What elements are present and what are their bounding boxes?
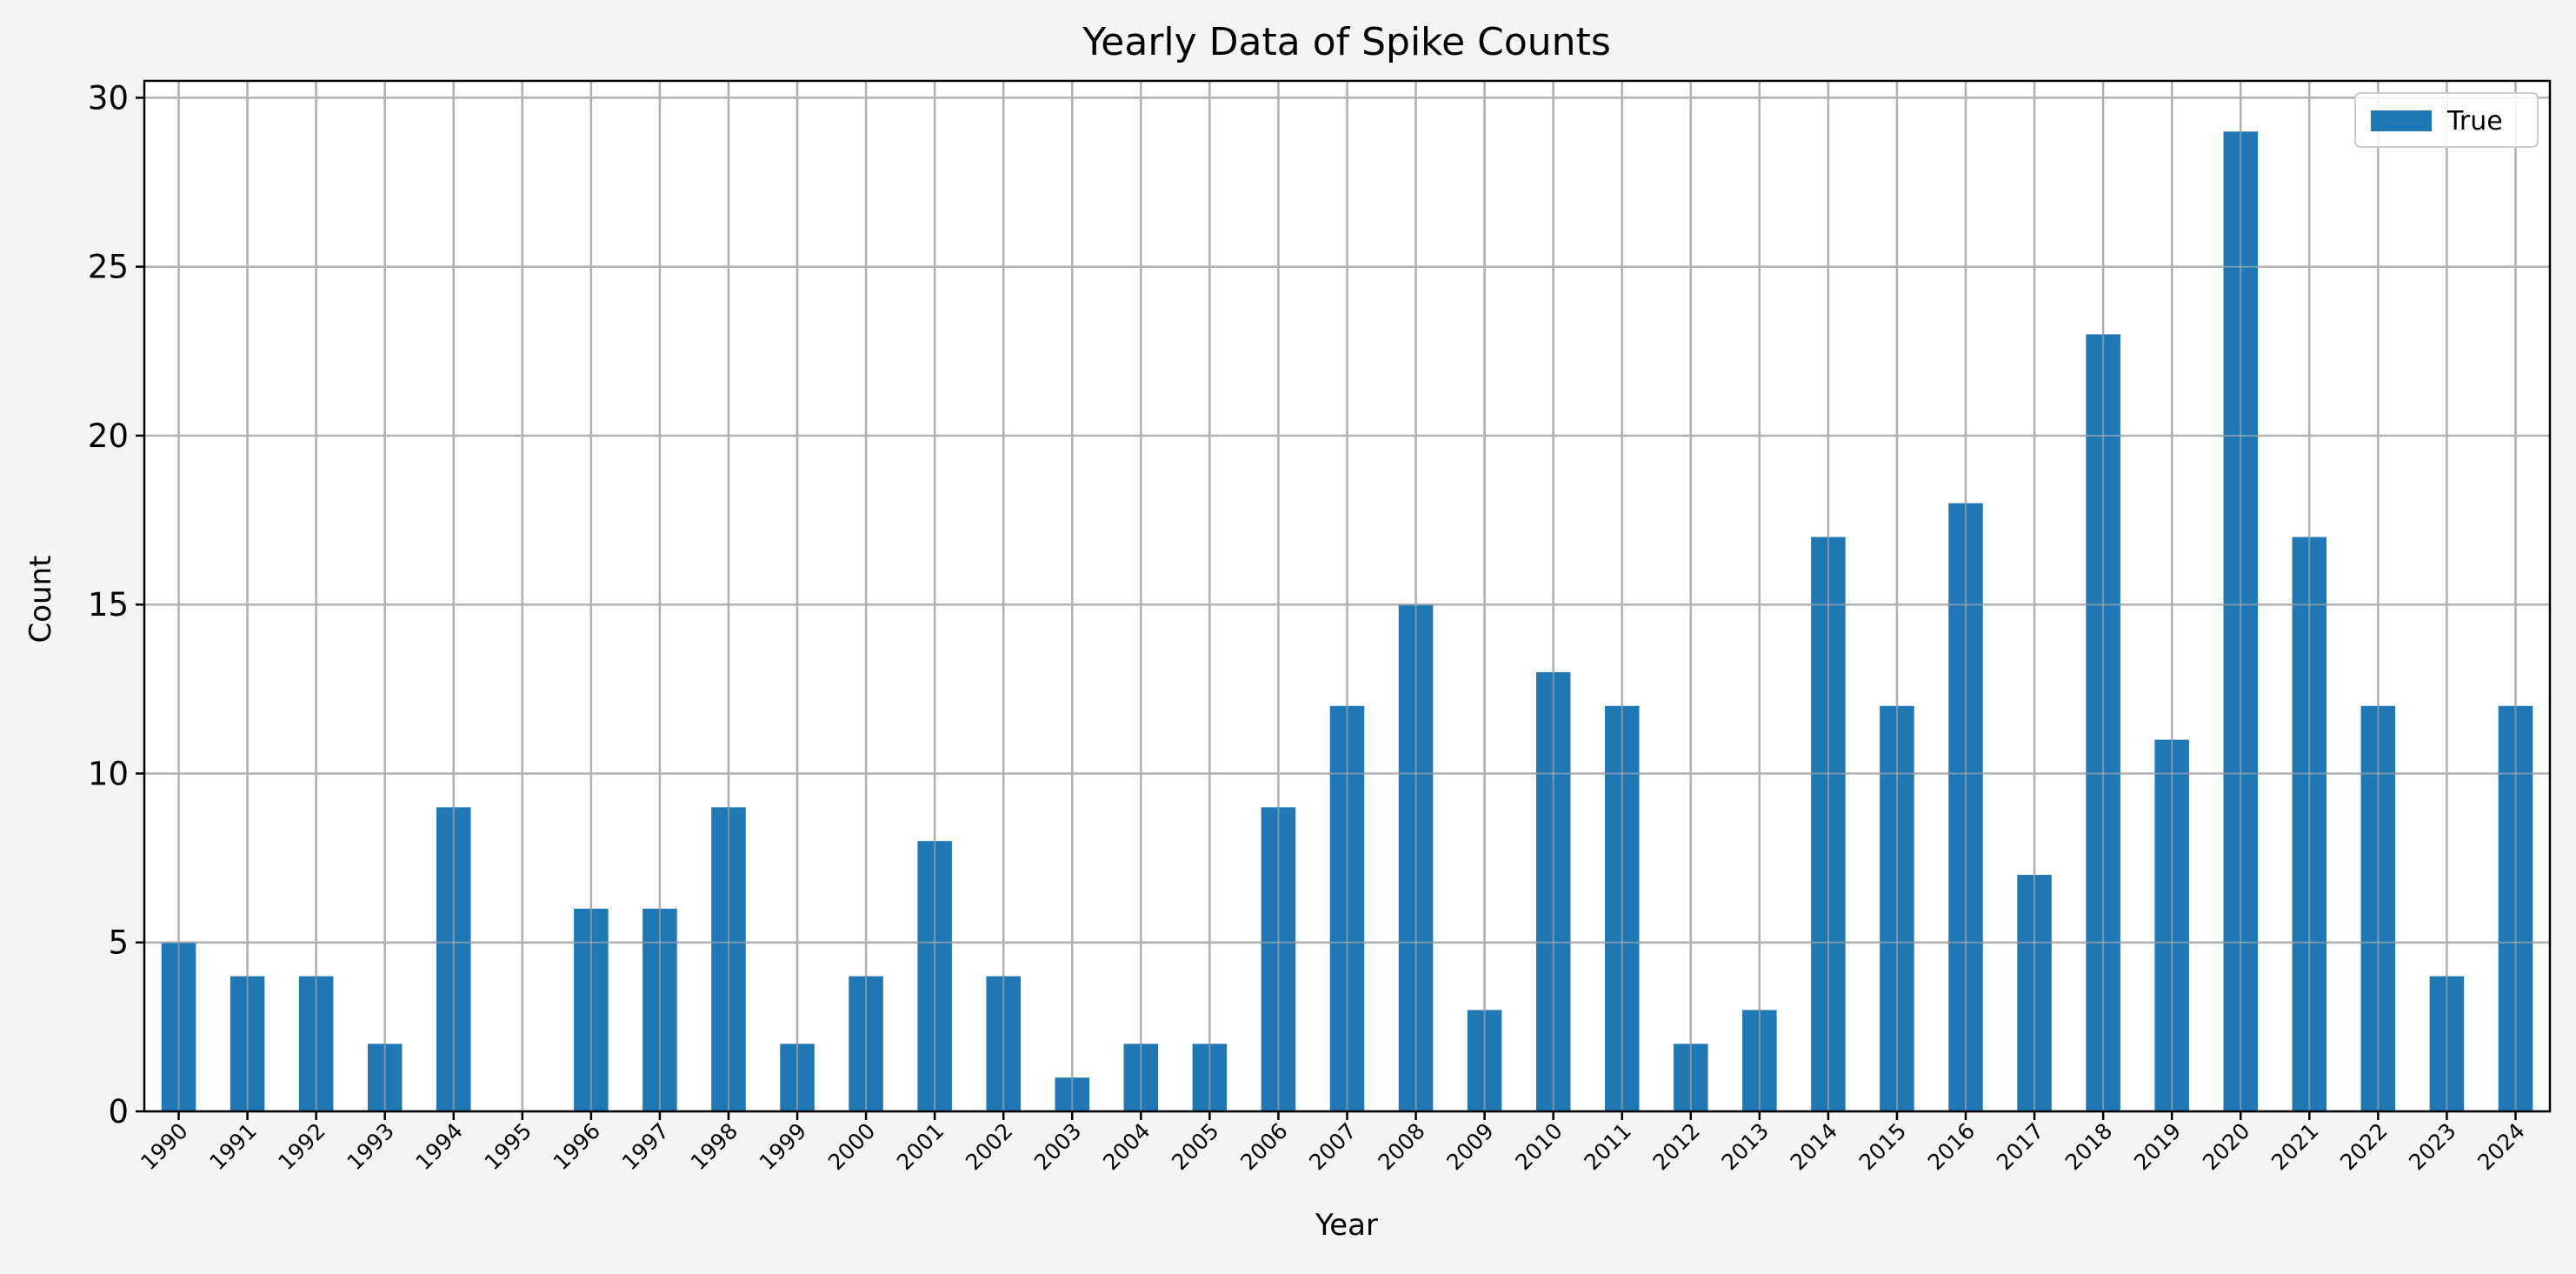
x-tick-label: 2024 — [2473, 1118, 2529, 1175]
x-tick-label: 2017 — [1992, 1118, 2048, 1175]
y-tick-label: 0 — [108, 1093, 129, 1131]
x-tick-label: 2000 — [823, 1118, 880, 1175]
x-tick-label: 1998 — [686, 1118, 742, 1175]
legend-box — [2354, 92, 2539, 148]
x-tick-label: 2021 — [2266, 1118, 2323, 1175]
x-tick-label: 2012 — [1648, 1118, 1705, 1175]
x-tick-label: 1994 — [411, 1118, 468, 1175]
y-tick-label: 20 — [88, 417, 129, 455]
x-tick-label: 2020 — [2198, 1118, 2254, 1175]
y-tick-label: 5 — [108, 924, 129, 962]
x-tick-label: 2011 — [1579, 1118, 1635, 1175]
x-tick-label: 2015 — [1854, 1118, 1911, 1175]
x-tick-label: 2002 — [961, 1118, 1017, 1175]
x-tick-label: 2018 — [2060, 1118, 2117, 1175]
x-tick-label: 1997 — [617, 1118, 674, 1175]
x-tick-label: 2023 — [2404, 1118, 2460, 1175]
x-tick-label: 2009 — [1441, 1118, 1498, 1175]
legend-swatch — [2371, 110, 2432, 131]
x-axis-label: Year — [1315, 1208, 1378, 1243]
x-tick-label: 1999 — [755, 1118, 811, 1175]
x-tick-label: 2007 — [1304, 1118, 1361, 1175]
x-tick-label: 2003 — [1029, 1118, 1086, 1175]
x-tick-label: 2022 — [2335, 1118, 2392, 1175]
x-tick-label: 2005 — [1167, 1118, 1223, 1175]
x-tick-label: 1996 — [549, 1118, 605, 1175]
x-tick-label: 2006 — [1235, 1118, 1292, 1175]
legend-label: True — [2446, 106, 2503, 137]
x-tick-label: 1995 — [480, 1118, 536, 1175]
chart-title: Yearly Data of Spike Counts — [1082, 20, 1611, 64]
y-tick-label: 10 — [88, 755, 129, 792]
y-tick-label: 30 — [88, 79, 129, 117]
x-tick-label: 2016 — [1923, 1118, 1980, 1175]
x-tick-label: 2004 — [1098, 1118, 1155, 1175]
x-tick-label: 2001 — [892, 1118, 949, 1175]
x-tick-label: 2014 — [1786, 1118, 1842, 1175]
y-tick-label: 15 — [88, 586, 129, 624]
x-tick-label: 2008 — [1373, 1118, 1429, 1175]
x-tick-label: 2010 — [1510, 1118, 1567, 1175]
x-tick-label: 1992 — [273, 1118, 329, 1175]
x-tick-label: 1991 — [204, 1118, 261, 1175]
y-axis-label: Count — [23, 556, 58, 644]
y-tick-label: 25 — [88, 249, 129, 286]
x-tick-label: 2019 — [2129, 1118, 2186, 1175]
x-tick-label: 2013 — [1717, 1118, 1774, 1175]
x-tick-label: 1993 — [342, 1118, 398, 1175]
x-tick-label: 1990 — [136, 1118, 192, 1175]
